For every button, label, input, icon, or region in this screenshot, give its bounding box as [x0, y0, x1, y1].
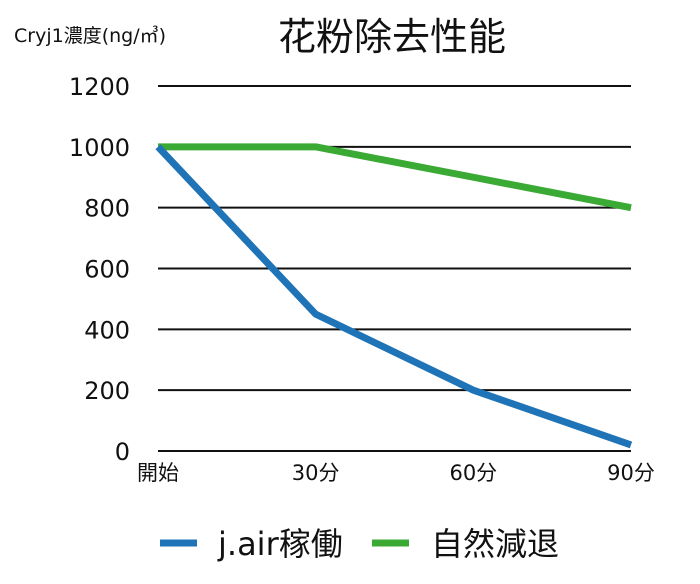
y-tick-label: 400 [84, 316, 130, 344]
series-line [158, 147, 631, 208]
y-axis-ticks: 0 200 400 600 800 1000 1200 [69, 73, 130, 466]
y-tick-label: 800 [84, 195, 130, 223]
y-tick-label: 1200 [69, 73, 130, 101]
y-tick-label: 0 [115, 438, 130, 466]
y-tick-label: 600 [84, 256, 130, 284]
gridlines [158, 86, 631, 451]
x-tick-label: 90分 [607, 461, 655, 485]
x-tick-label: 開始 [137, 461, 179, 485]
x-tick-label: 60分 [449, 461, 497, 485]
legend: j.air稼働 自然減退 [160, 525, 559, 563]
x-axis-ticks: 開始 30分 60分 90分 [137, 461, 655, 485]
y-axis-label: Cryj1濃度(ng/㎥) [14, 25, 166, 47]
chart-title: 花粉除去性能 [278, 15, 506, 59]
x-tick-label: 30分 [292, 461, 340, 485]
y-tick-label: 1000 [69, 134, 130, 162]
legend-label: j.air稼働 [217, 525, 343, 563]
y-tick-label: 200 [84, 377, 130, 405]
legend-label: 自然減退 [431, 525, 559, 563]
series-lines [158, 147, 631, 445]
